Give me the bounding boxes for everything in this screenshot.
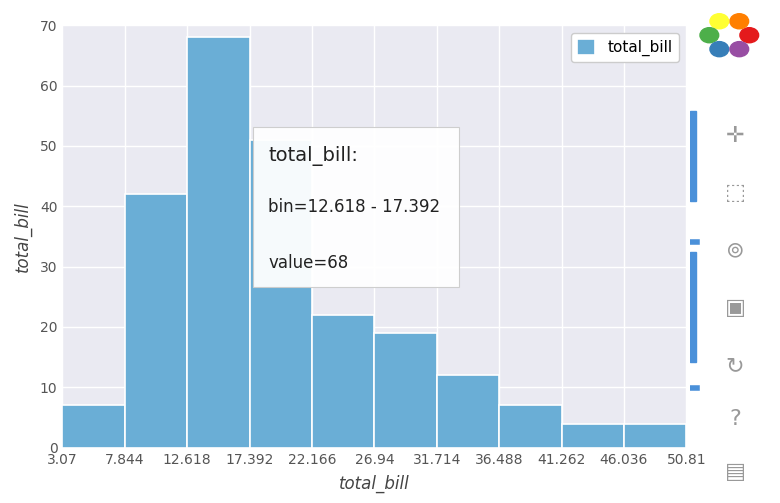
Bar xyxy=(374,333,437,448)
Circle shape xyxy=(730,42,749,57)
Bar xyxy=(690,252,696,362)
Text: ▤: ▤ xyxy=(725,462,746,482)
X-axis label: total_bill: total_bill xyxy=(339,475,410,493)
Bar xyxy=(499,405,562,448)
Bar xyxy=(562,424,624,448)
Text: value=68: value=68 xyxy=(268,254,349,272)
Text: ▣: ▣ xyxy=(725,298,746,318)
Text: ⬚: ⬚ xyxy=(725,183,746,203)
Bar xyxy=(624,424,686,448)
Bar xyxy=(62,405,125,448)
Circle shape xyxy=(730,14,749,29)
Text: ?: ? xyxy=(729,409,741,429)
Text: ⊚: ⊚ xyxy=(726,241,744,261)
Bar xyxy=(125,194,187,448)
Text: ✛: ✛ xyxy=(726,126,744,145)
Bar xyxy=(187,37,250,448)
Legend: total_bill: total_bill xyxy=(571,33,679,62)
FancyBboxPatch shape xyxy=(253,127,459,287)
Bar xyxy=(312,315,374,448)
Circle shape xyxy=(740,28,759,43)
Text: total_bill:: total_bill: xyxy=(268,146,358,166)
Circle shape xyxy=(700,28,718,43)
Y-axis label: total_bill: total_bill xyxy=(13,201,31,272)
Text: ↻: ↻ xyxy=(726,356,744,376)
Bar xyxy=(437,375,499,448)
Circle shape xyxy=(710,14,729,29)
Circle shape xyxy=(710,42,729,57)
Text: bin=12.618 - 17.392: bin=12.618 - 17.392 xyxy=(268,198,441,216)
Bar xyxy=(250,140,312,448)
Bar xyxy=(690,111,696,201)
